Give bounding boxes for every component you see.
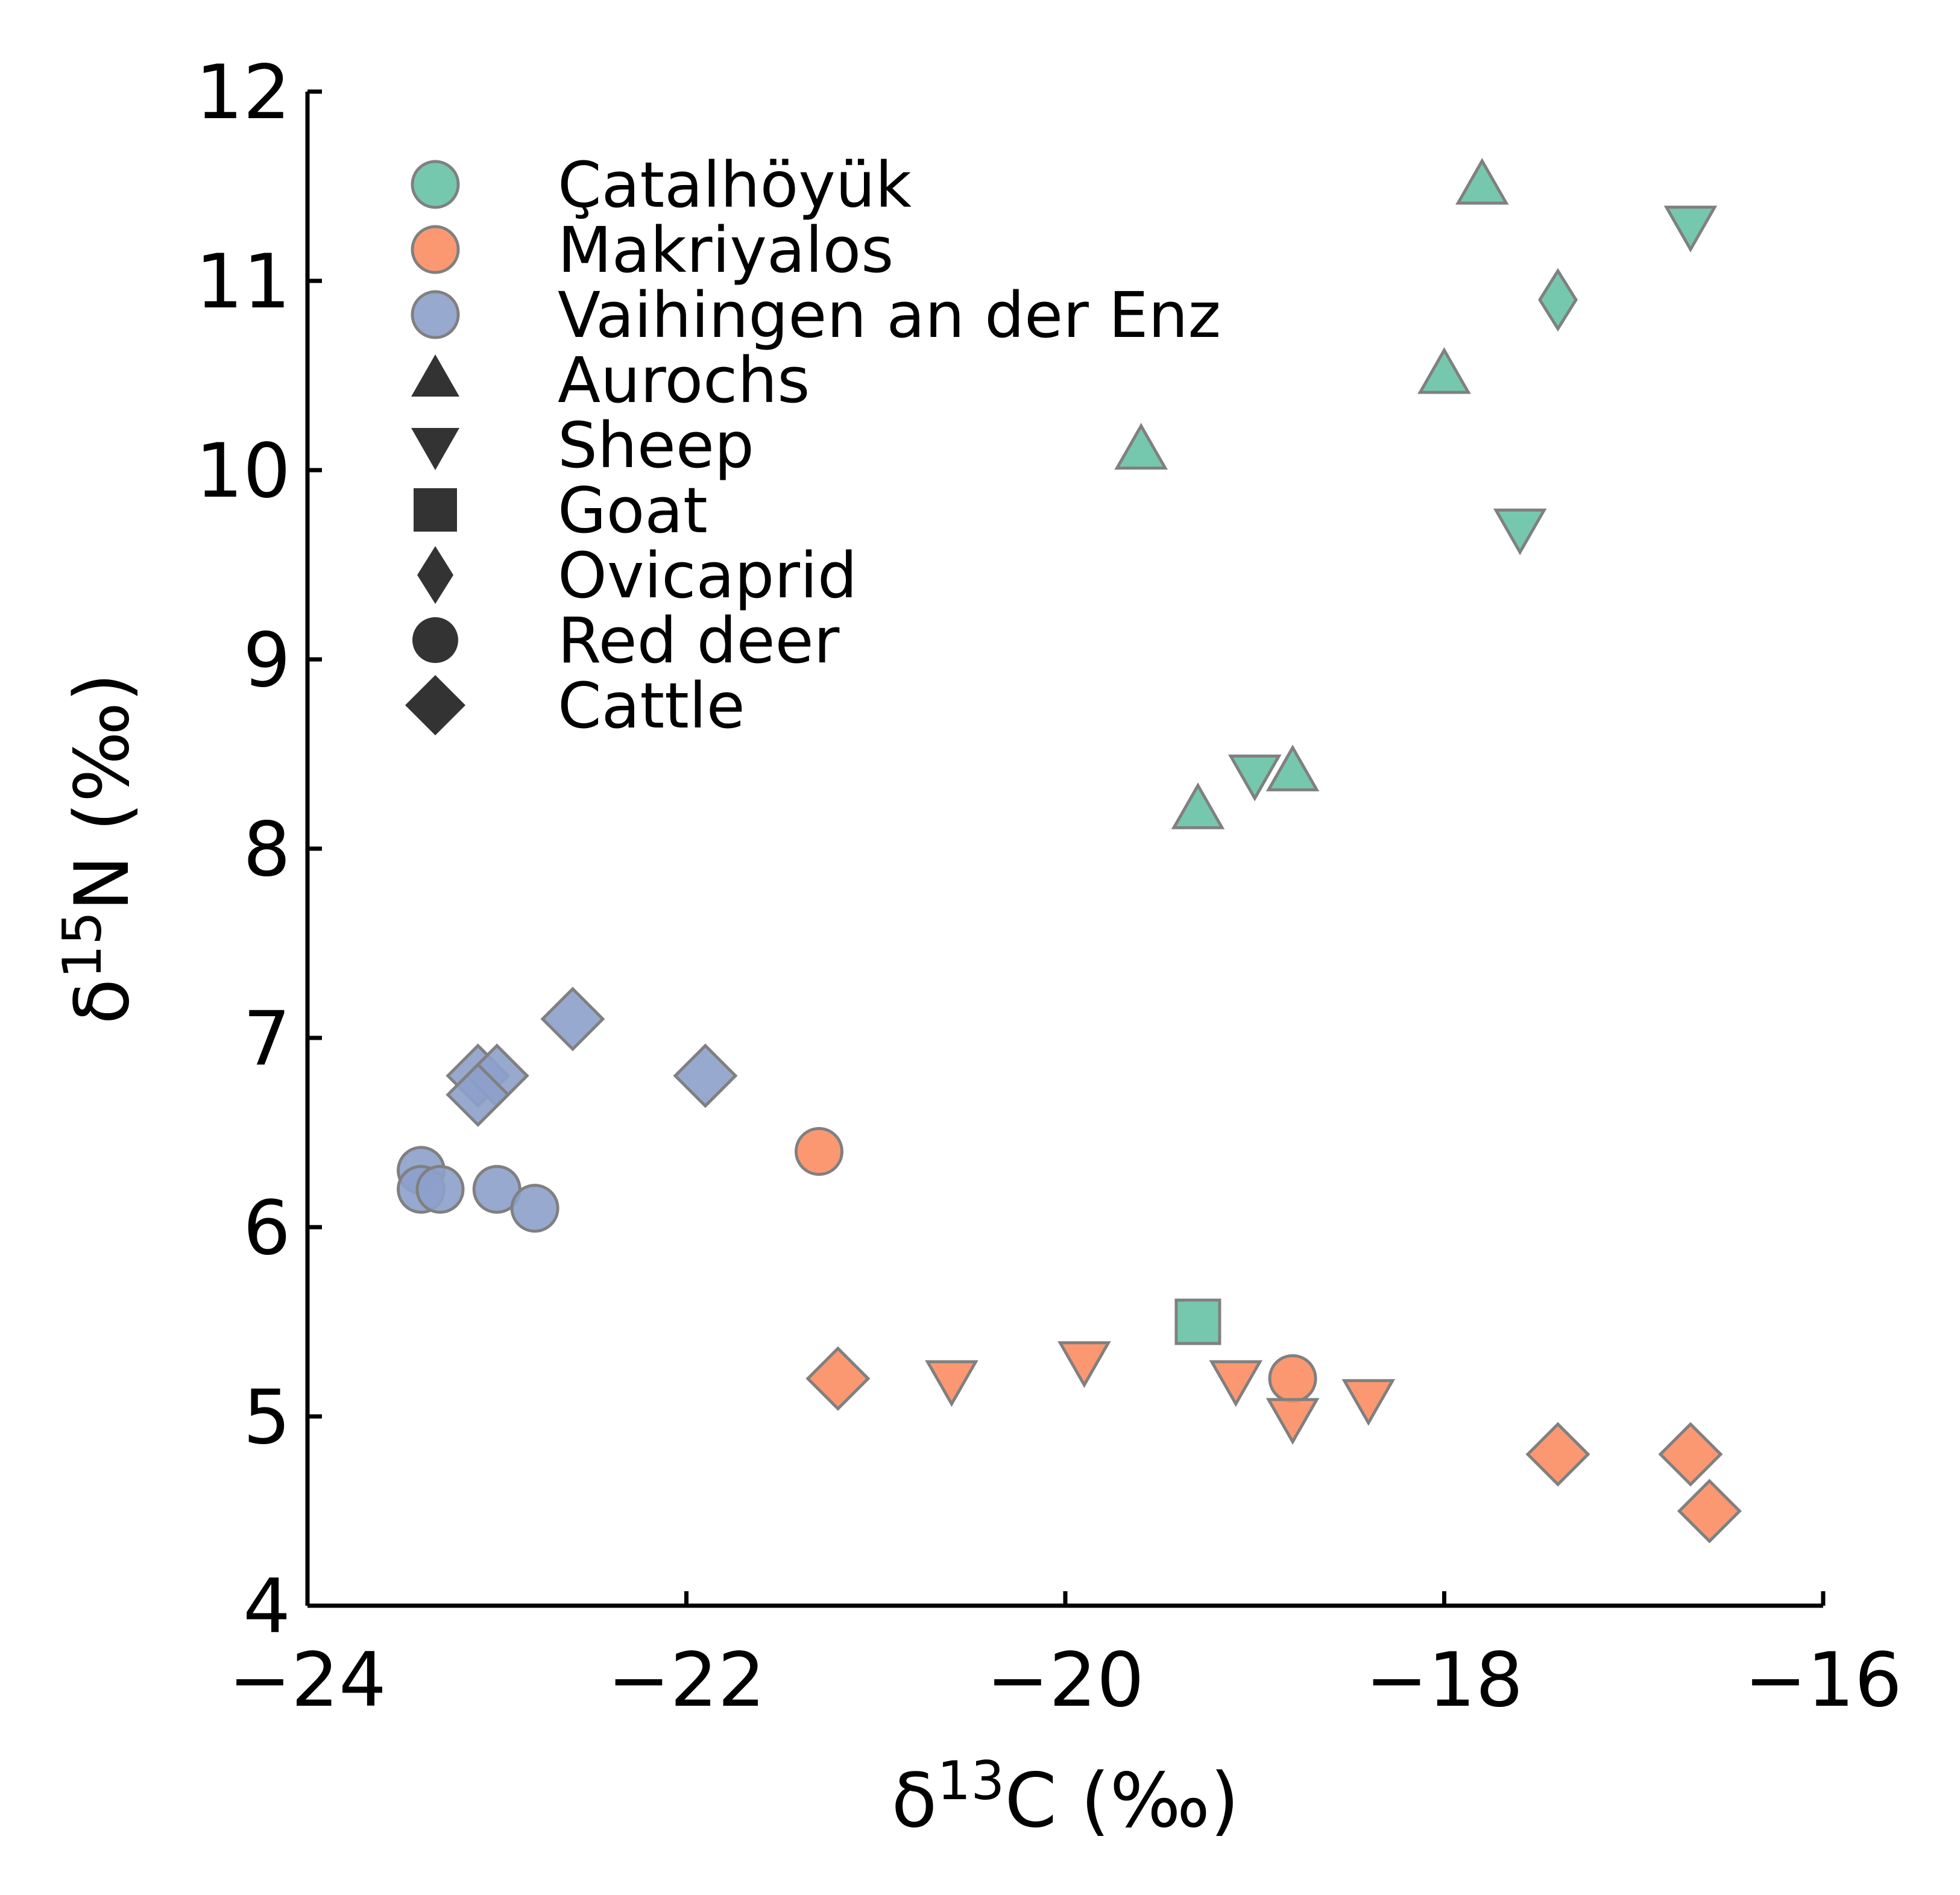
legend-species-label: Goat — [558, 474, 708, 547]
y-tick-label: 5 — [243, 1374, 291, 1461]
x-ticks: −24 −22 −20 −18 −16 — [228, 1591, 1902, 1724]
legend-species-marker — [405, 675, 465, 735]
data-point-cattle — [1677, 1479, 1742, 1544]
legend-species-marker — [411, 354, 459, 397]
data-point-sheep — [1227, 754, 1282, 802]
data-point-sheep — [1209, 1360, 1263, 1407]
x-tick-label: −22 — [608, 1637, 766, 1724]
legend-species-label: Aurochs — [558, 344, 810, 417]
data-point-red-deer — [510, 1184, 559, 1233]
y-tick-label: 4 — [243, 1563, 291, 1650]
y-tick-label: 10 — [195, 428, 291, 515]
y-tick-label: 7 — [243, 996, 291, 1083]
data-point-sheep — [1057, 1341, 1111, 1388]
legend-site-label: Vaihingen an der Enz — [558, 278, 1221, 352]
legend-species-label: Ovicaprid — [558, 539, 857, 612]
data-point-sheep — [1493, 508, 1547, 556]
legend-site-marker — [411, 225, 460, 274]
legend-species-marker — [414, 488, 457, 532]
y-tick-label: 11 — [195, 239, 291, 325]
y-tick-label: 6 — [243, 1185, 291, 1272]
legend-species-marker — [412, 617, 458, 663]
legend-species-label: Sheep — [558, 409, 754, 482]
data-point-cattle — [446, 1062, 511, 1127]
x-tick-label: −24 — [228, 1637, 386, 1724]
data-point-aurochs — [1171, 782, 1225, 829]
data-point-red-deer — [794, 1127, 843, 1176]
legend-species-marker — [411, 428, 459, 470]
data-point-aurochs — [1455, 157, 1509, 205]
x-tick-label: −20 — [986, 1637, 1144, 1724]
data-point-ovicaprid — [1538, 268, 1578, 332]
legend-site-marker — [411, 160, 460, 209]
x-axis-label: δ13C (‰) — [892, 1750, 1240, 1844]
data-point-aurochs — [1114, 423, 1168, 470]
data-point-cattle — [1658, 1422, 1723, 1487]
data-point-aurochs — [1417, 347, 1471, 394]
legend-species-label: Red deer — [558, 604, 840, 677]
data-point-goat — [1174, 1298, 1221, 1345]
data-point-cattle — [1525, 1422, 1590, 1487]
legend-site-label: Makriyalos — [558, 213, 893, 287]
y-tick-label: 12 — [195, 49, 291, 136]
x-tick-label: −16 — [1744, 1637, 1902, 1724]
legend-site-label: Çatalhöyük — [558, 148, 912, 222]
data-point-sheep — [1663, 206, 1718, 253]
y-axis-label: δ15N (‰) — [51, 673, 146, 1024]
legend-site-marker — [411, 290, 460, 339]
data-point-sheep — [1265, 1398, 1320, 1445]
data-points — [397, 157, 1742, 1544]
y-tick-label: 8 — [243, 806, 291, 893]
data-point-red-deer — [1268, 1354, 1317, 1403]
data-point-cattle — [805, 1346, 871, 1411]
data-point-red-deer — [415, 1164, 465, 1214]
legend-species-marker — [417, 546, 453, 604]
data-point-cattle — [540, 987, 605, 1052]
data-point-aurochs — [1265, 744, 1320, 791]
x-tick-label: −18 — [1366, 1637, 1524, 1724]
data-point-cattle — [673, 1043, 738, 1108]
y-tick-label: 9 — [243, 617, 291, 704]
y-ticks: 4 5 6 7 8 9 10 11 12 — [195, 49, 322, 1650]
data-point-sheep — [925, 1360, 978, 1407]
legend-species-label: Cattle — [558, 669, 745, 743]
data-point-sheep — [1341, 1379, 1396, 1426]
